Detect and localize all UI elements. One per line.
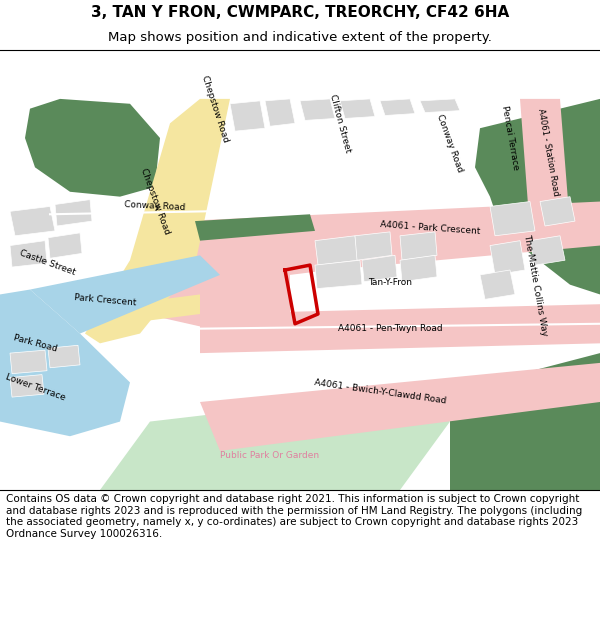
Polygon shape [400, 232, 437, 260]
Polygon shape [450, 353, 600, 490]
Polygon shape [265, 99, 295, 126]
Polygon shape [400, 256, 437, 282]
Text: Conway Road: Conway Road [124, 201, 186, 212]
Polygon shape [540, 197, 575, 226]
Polygon shape [30, 256, 220, 334]
Polygon shape [55, 199, 92, 226]
Text: 3, TAN Y FRON, CWMPARC, TREORCHY, CF42 6HA: 3, TAN Y FRON, CWMPARC, TREORCHY, CF42 6… [91, 5, 509, 20]
Polygon shape [520, 99, 570, 231]
Polygon shape [480, 270, 515, 299]
Text: Map shows position and indicative extent of the property.: Map shows position and indicative extent… [108, 31, 492, 44]
Text: Chepstow Road: Chepstow Road [200, 74, 230, 143]
Polygon shape [362, 256, 397, 282]
Text: Park Crescent: Park Crescent [74, 293, 136, 308]
Text: A4061 - Park Crescent: A4061 - Park Crescent [380, 220, 481, 236]
Text: Park Road: Park Road [12, 333, 58, 354]
Polygon shape [530, 236, 565, 265]
Polygon shape [490, 241, 525, 275]
Polygon shape [100, 392, 450, 490]
Text: Public Park Or Garden: Public Park Or Garden [220, 451, 320, 460]
Polygon shape [10, 241, 47, 267]
Polygon shape [25, 99, 160, 197]
Polygon shape [315, 260, 362, 289]
Polygon shape [10, 206, 55, 236]
Polygon shape [230, 101, 265, 131]
Text: Castle Street: Castle Street [19, 249, 77, 278]
Polygon shape [475, 99, 600, 294]
Text: Chepstow Road: Chepstow Road [139, 167, 171, 236]
Text: Conway Road: Conway Road [435, 112, 465, 173]
Polygon shape [195, 214, 315, 241]
Polygon shape [145, 236, 290, 329]
Polygon shape [85, 99, 230, 343]
Polygon shape [340, 99, 375, 119]
Text: A4061 - Station Road: A4061 - Station Road [536, 108, 560, 197]
Text: Contains OS data © Crown copyright and database right 2021. This information is : Contains OS data © Crown copyright and d… [6, 494, 582, 539]
Polygon shape [10, 374, 44, 397]
Polygon shape [48, 345, 80, 368]
Text: Pencai Terrace: Pencai Terrace [500, 105, 520, 171]
Polygon shape [420, 99, 460, 112]
Polygon shape [10, 350, 47, 374]
Polygon shape [380, 99, 415, 116]
Polygon shape [48, 233, 82, 258]
Polygon shape [0, 289, 130, 436]
Polygon shape [490, 201, 535, 236]
Text: A4061 - Bwich-Y-Clawdd Road: A4061 - Bwich-Y-Clawdd Road [313, 379, 446, 406]
Text: Clifton Street: Clifton Street [328, 93, 352, 154]
Polygon shape [355, 232, 392, 260]
Polygon shape [85, 294, 200, 329]
Text: Lower Terrace: Lower Terrace [4, 372, 66, 402]
Polygon shape [200, 363, 600, 451]
Text: Tan-Y-Fron: Tan-Y-Fron [368, 278, 412, 288]
Polygon shape [200, 304, 600, 353]
Text: A4061 - Pen-Twyn Road: A4061 - Pen-Twyn Road [338, 324, 442, 333]
Text: The Mattie Collins Way: The Mattie Collins Way [521, 233, 548, 336]
Polygon shape [315, 236, 358, 265]
Polygon shape [180, 201, 600, 275]
Polygon shape [300, 99, 335, 121]
